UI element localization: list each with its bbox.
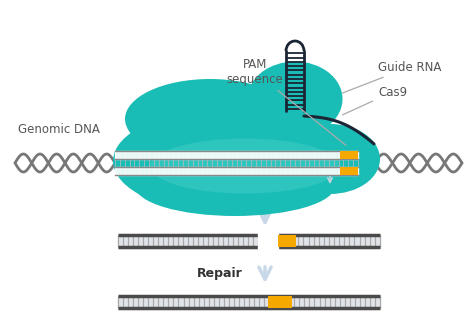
Bar xyxy=(340,151,358,159)
Ellipse shape xyxy=(247,61,343,137)
Ellipse shape xyxy=(125,79,295,159)
Ellipse shape xyxy=(280,124,380,194)
Text: Cas9: Cas9 xyxy=(343,86,407,115)
Bar xyxy=(340,167,358,175)
Text: Repair: Repair xyxy=(197,268,243,281)
FancyArrowPatch shape xyxy=(328,177,332,182)
Text: PAM
sequence: PAM sequence xyxy=(227,58,346,145)
Bar xyxy=(278,235,296,247)
Ellipse shape xyxy=(150,139,340,193)
Ellipse shape xyxy=(113,109,343,213)
Text: Genomic DNA: Genomic DNA xyxy=(18,123,100,136)
Ellipse shape xyxy=(135,156,335,216)
Text: Guide RNA: Guide RNA xyxy=(343,60,441,93)
Bar xyxy=(268,296,292,308)
